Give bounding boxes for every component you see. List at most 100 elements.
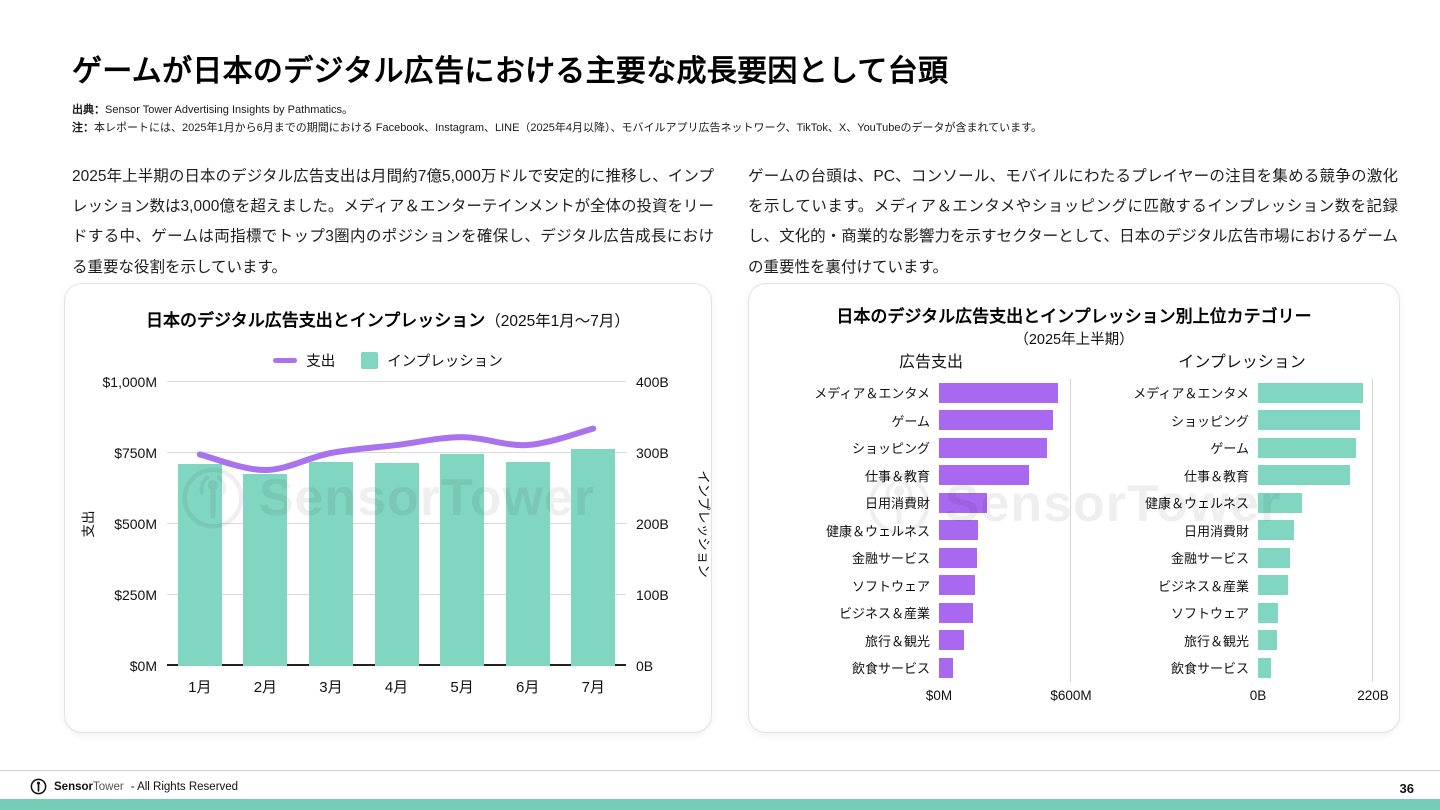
category-bar [1258,630,1277,651]
category-bar [1258,547,1290,568]
category-label: ゲーム [1210,441,1249,457]
category-bar [939,382,1058,403]
legend-label-impressions: インプレッション [387,354,503,370]
note-text: 本レポートには、2025年1月から6月までの期間における Facebook、In… [94,122,1043,134]
category-bar [939,657,953,678]
category-label: 健康＆ウェルネス [1144,496,1249,512]
chart-title-main: 日本のデジタル広告支出とインプレッション [146,311,486,330]
bar-track [1258,571,1373,599]
category-bar [1258,520,1294,541]
category-label: 仕事＆教育 [864,468,930,484]
grid-line [167,381,626,382]
category-bar [939,602,974,623]
footer-brand-rest: Tower [93,780,124,793]
category-row: 金融サービス [1091,544,1373,572]
footer: SensorTower - All Rights Reserved [30,778,238,795]
y-axis-tick-spend: $750M [114,445,157,461]
footer-rights: - All Rights Reserved [130,780,239,793]
axis-title-spend: 支出 [81,510,96,538]
category-row: ビジネス＆産業 [791,599,1071,627]
bar-track [939,489,1071,517]
bar-slot [495,382,561,666]
bar-track [1258,434,1373,462]
bar-track [939,571,1071,599]
chart-title-period: （2025年1月〜7月） [485,313,630,330]
impressions-bar [243,474,288,666]
note-label: 注： [72,122,94,134]
category-label: 日用消費財 [1183,523,1249,539]
bar-track [1258,544,1373,572]
bar-track [939,626,1071,654]
category-row: 日用消費財 [1091,516,1373,544]
category-row: 仕事＆教育 [1091,461,1373,489]
footer-brand-bold: Sensor [54,780,93,793]
bar-track [1258,516,1373,544]
category-label: メディア＆エンタメ [814,386,930,402]
category-label: 日用消費財 [864,496,930,512]
y-axis-ticks-impressions: 0B 100B 200B 300B 400B [636,374,708,674]
impressions-panel: メディア＆エンタメ ショッピング ゲーム 仕事＆教育 健康＆ウェルネス 日用消費財 金融サー… [1091,379,1373,682]
source-text: Sensor Tower Advertising Insights by Pat… [105,104,354,116]
sensor-tower-logo-icon [30,778,47,795]
bar-track [1258,626,1373,654]
y-axis-tick-spend: $500M [114,516,157,532]
category-label: 金融サービス [851,551,930,567]
x-axis-month-label: 6月 [516,679,540,696]
footer-divider [0,770,1440,771]
bar-track [1258,654,1373,682]
bar-track [1258,379,1373,407]
category-bar [1258,575,1288,596]
category-bar [939,410,1054,431]
y-axis-ticks-spend: $0M $250M $500M $750M $1,000M [65,374,157,674]
category-bar [1258,602,1278,623]
category-row: 仕事＆教育 [791,461,1071,489]
panel-title-ad-spend: 広告支出 [898,354,963,371]
bar-track [1258,406,1373,434]
source-label: 出典： [72,104,105,116]
impressions-bar [505,461,550,666]
category-row: ソフトウェア [791,571,1071,599]
category-bar [939,630,964,651]
x-axis-month-label: 4月 [384,679,409,696]
category-bar [939,575,975,596]
bar-slot [560,382,626,666]
y-axis-tick-spend: $0M [129,658,157,674]
category-row: ショッピング [1091,406,1373,434]
panel-title-impressions: インプレッション [1178,354,1306,371]
bar-slot [167,382,233,666]
bottom-accent-bar [0,799,1440,810]
spend-impressions-chart-card: 日本のデジタル広告支出とインプレッション（2025年1月〜7月） 支出 インプレ… [64,283,712,733]
category-label: ショッピング [851,441,930,457]
impressions-bar [440,454,485,666]
category-bar [1258,382,1364,403]
page-title: ゲームが日本のデジタル広告における主要な成長要因として台頭 [72,55,949,88]
category-label: 健康＆ウェルネス [825,523,930,539]
intro-paragraph-left: 2025年上半期の日本のデジタル広告支出は月間約7億5,000万ドルで安定的に推… [72,168,714,276]
intro-paragraph-right: ゲームの台頭は、PC、コンソール、モバイルにわたるプレイヤーの注目を集める競争の… [748,168,1398,276]
y-axis-tick-impressions: 0B [636,658,654,674]
category-row: 旅行＆観光 [791,626,1071,654]
grid-line [167,452,626,453]
bar-track [939,434,1071,462]
chart-title: 日本のデジタル広告支出とインプレッション別上位カテゴリー [836,307,1312,326]
chart-legend: 支出 インプレッション [65,350,711,371]
bar-track [939,516,1071,544]
spend-line-path [196,425,597,474]
category-label: 飲食サービス [851,661,930,677]
legend-item-impressions: インプレッション [361,350,503,371]
category-bar [1258,492,1302,513]
impressions-bar [571,449,616,666]
x-axis-month-label: 1月 [188,679,212,696]
category-label: 仕事＆教育 [1183,468,1249,484]
category-bar [939,547,978,568]
y-axis-tick-spend: $1,000M [102,374,157,390]
x-axis-month-label: 5月 [450,679,474,696]
bar-track [1258,489,1373,517]
category-bar [1258,465,1351,486]
footer-brand: SensorTower [54,781,124,793]
bar-track [939,544,1071,572]
y-axis-tick-spend: $250M [114,587,157,603]
y-axis-tick-impressions: 100B [636,587,669,603]
y-axis-tick-impressions: 400B [636,374,669,390]
bar-slot [298,382,364,666]
